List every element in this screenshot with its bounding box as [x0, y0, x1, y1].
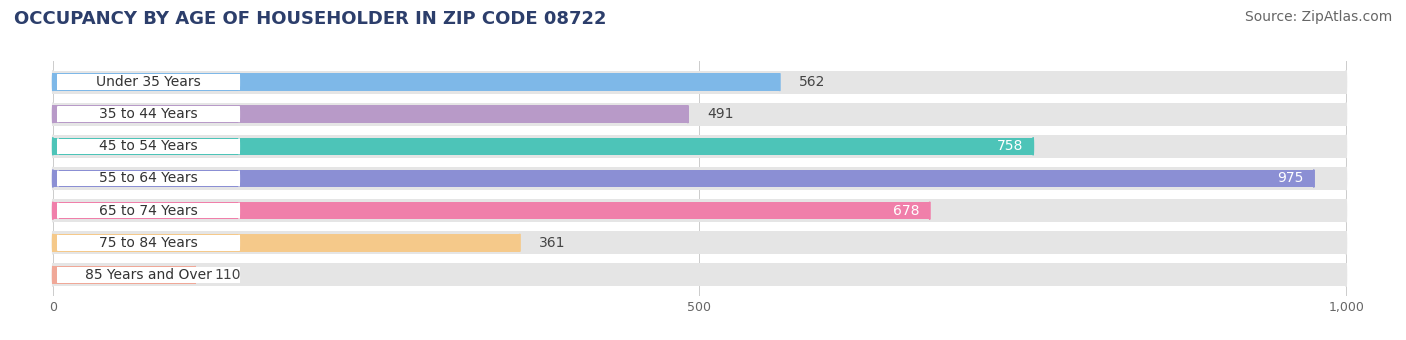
Bar — [53, 264, 1346, 287]
Text: 758: 758 — [997, 139, 1022, 153]
Bar — [53, 73, 780, 91]
Text: 45 to 54 Years: 45 to 54 Years — [100, 139, 198, 153]
Text: 35 to 44 Years: 35 to 44 Years — [100, 107, 198, 121]
Text: 65 to 74 Years: 65 to 74 Years — [100, 204, 198, 218]
Text: 975: 975 — [1277, 171, 1303, 186]
Text: 55 to 64 Years: 55 to 64 Years — [100, 171, 198, 186]
Text: 110: 110 — [215, 268, 240, 282]
Text: 85 Years and Over: 85 Years and Over — [86, 268, 212, 282]
Text: Under 35 Years: Under 35 Years — [96, 75, 201, 89]
Bar — [58, 106, 239, 122]
Bar — [53, 266, 195, 284]
Bar — [53, 167, 1346, 190]
Text: 491: 491 — [707, 107, 734, 121]
Text: 678: 678 — [893, 204, 920, 218]
Bar — [53, 234, 520, 252]
Bar — [58, 235, 239, 251]
Bar — [53, 103, 1346, 126]
Bar — [58, 74, 239, 90]
Bar — [53, 137, 1033, 155]
Text: OCCUPANCY BY AGE OF HOUSEHOLDER IN ZIP CODE 08722: OCCUPANCY BY AGE OF HOUSEHOLDER IN ZIP C… — [14, 10, 606, 28]
Bar — [53, 170, 1313, 187]
Bar — [53, 105, 688, 123]
Text: Source: ZipAtlas.com: Source: ZipAtlas.com — [1244, 10, 1392, 24]
Bar — [58, 171, 239, 186]
Bar — [53, 70, 1346, 94]
Bar — [53, 202, 929, 220]
Bar — [53, 231, 1346, 254]
Text: 75 to 84 Years: 75 to 84 Years — [100, 236, 198, 250]
Bar — [58, 267, 239, 283]
Bar — [53, 199, 1346, 222]
Text: 562: 562 — [799, 75, 825, 89]
Bar — [53, 135, 1346, 158]
Bar — [58, 203, 239, 218]
Text: 361: 361 — [538, 236, 565, 250]
Bar — [58, 139, 239, 154]
